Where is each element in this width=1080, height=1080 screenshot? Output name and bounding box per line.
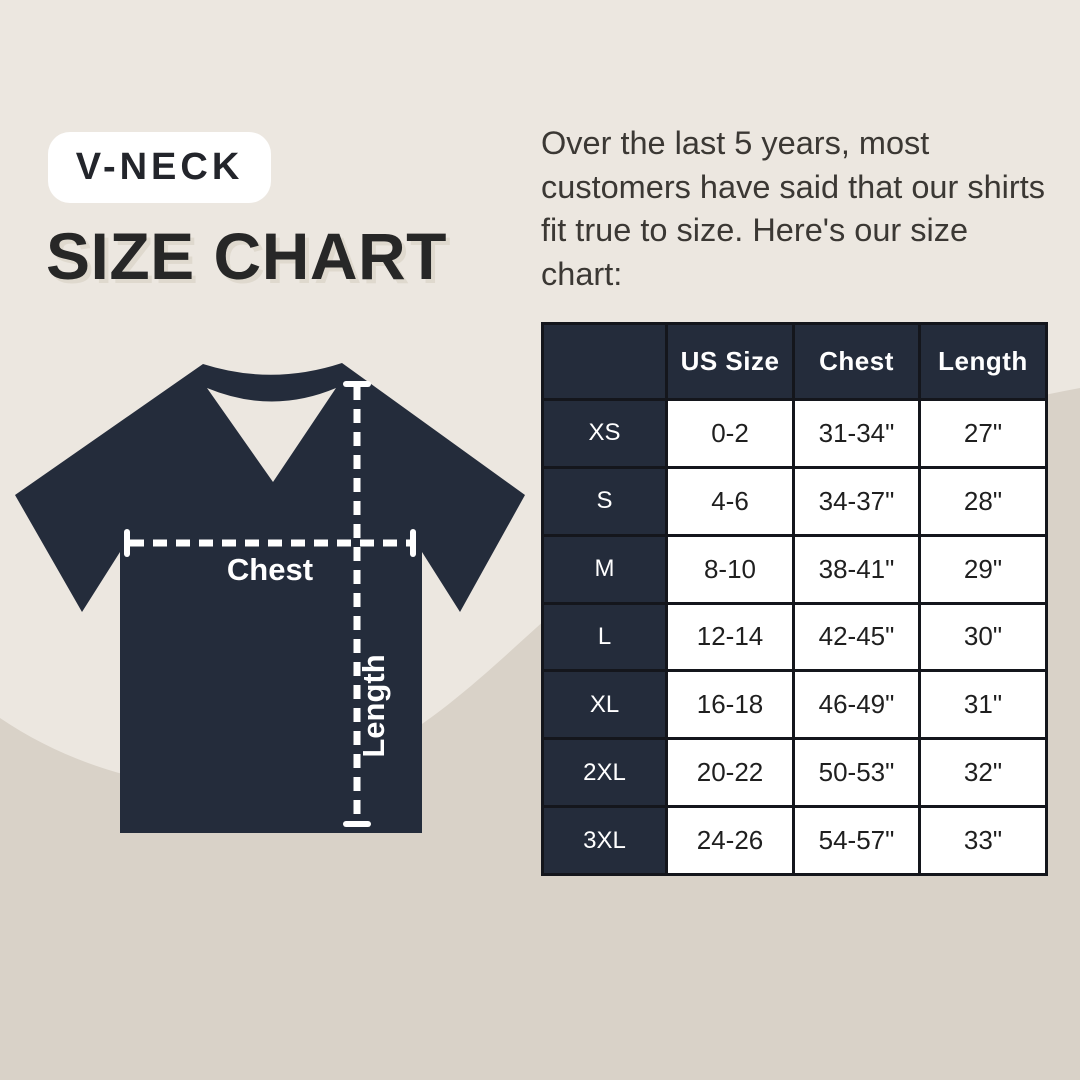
column-header-cell: US Size: [665, 322, 795, 401]
corner-header-cell: [541, 322, 668, 401]
value-cell: 28": [918, 465, 1048, 537]
column-header-cell: Chest: [792, 322, 921, 401]
value-cell: 4-6: [665, 465, 795, 537]
size-label-cell: S: [541, 465, 668, 537]
size-label-cell: XS: [541, 398, 668, 469]
value-cell: 8-10: [665, 533, 795, 605]
size-label-cell: XL: [541, 669, 668, 741]
value-cell: 38-41": [792, 533, 921, 605]
value-cell: 20-22: [665, 737, 795, 809]
table-row: 2XL 20-22 50-53" 32": [541, 737, 1048, 809]
table-body: XS 0-2 31-34" 27" S 4-6 34-37" 28" M 8-10 38-41" 29…: [541, 398, 1048, 876]
value-cell: 31-34": [792, 398, 921, 469]
shirt-diagram: Chest Length: [15, 363, 525, 833]
vneck-badge-label: V-NECK: [75, 146, 244, 188]
value-cell: 12-14: [665, 601, 795, 673]
shirt-body: [15, 363, 525, 833]
value-cell: 33": [918, 805, 1048, 876]
value-cell: 0-2: [665, 398, 795, 469]
length-label: Length: [356, 654, 391, 757]
table-row: XS 0-2 31-34" 27": [541, 398, 1048, 469]
value-cell: 32": [918, 737, 1048, 809]
value-cell: 24-26: [665, 805, 795, 876]
value-cell: 27": [918, 398, 1048, 469]
value-cell: 42-45": [792, 601, 921, 673]
table-row: L 12-14 42-45" 30": [541, 601, 1048, 673]
table-row: S 4-6 34-37" 28": [541, 465, 1048, 537]
value-cell: 46-49": [792, 669, 921, 741]
table-row: XL 16-18 46-49" 31": [541, 669, 1048, 741]
intro-text: Over the last 5 years, most customers ha…: [541, 125, 1045, 292]
vneck-cutout: [207, 388, 336, 482]
value-cell: 30": [918, 601, 1048, 673]
table-row: 3XL 24-26 54-57" 33": [541, 805, 1048, 876]
column-header-cell: Length: [918, 322, 1048, 401]
chest-label: Chest: [227, 552, 313, 587]
vneck-badge: V-NECK: [48, 132, 271, 203]
size-label-cell: L: [541, 601, 668, 673]
value-cell: 31": [918, 669, 1048, 741]
value-cell: 29": [918, 533, 1048, 605]
size-label-cell: 3XL: [541, 805, 668, 876]
table-header: US Size Chest Length: [541, 322, 1048, 401]
size-chart-table: US Size Chest Length XS 0-2 31-34" 27" S 4-6 34-…: [541, 322, 1048, 876]
size-label-cell: M: [541, 533, 668, 605]
size-label-cell: 2XL: [541, 737, 668, 809]
value-cell: 50-53": [792, 737, 921, 809]
value-cell: 34-37": [792, 465, 921, 537]
value-cell: 16-18: [665, 669, 795, 741]
table-header-row: US Size Chest Length: [541, 322, 1048, 401]
table-row: M 8-10 38-41" 29": [541, 533, 1048, 605]
page-title: SIZE CHART: [46, 219, 447, 293]
value-cell: 54-57": [792, 805, 921, 876]
